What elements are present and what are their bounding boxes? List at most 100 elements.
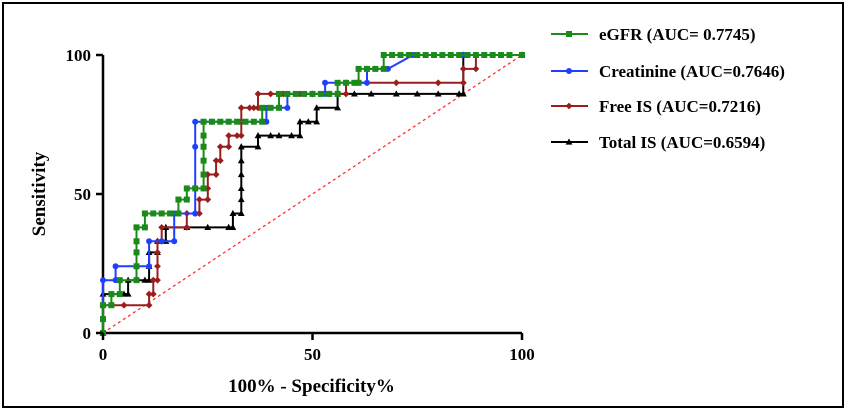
data-point-triangle [351, 90, 358, 97]
data-point-square [192, 185, 199, 192]
data-point-square [108, 291, 115, 298]
data-point-square [100, 302, 106, 309]
data-point-diamond [154, 248, 161, 256]
y-tick-label: 100 [66, 46, 92, 65]
data-point-square [208, 118, 215, 125]
plot-area: 0 50 100 0 50 100 [66, 46, 535, 364]
series-group [100, 52, 525, 336]
data-point-triangle [392, 90, 400, 97]
data-point-square [389, 52, 396, 58]
data-point-square [133, 263, 140, 270]
data-point-square [133, 277, 140, 284]
data-point-triangle [237, 143, 245, 150]
data-point-square [225, 118, 232, 125]
data-point-square [141, 210, 148, 217]
data-point-diamond [472, 65, 480, 73]
data-point-diamond [145, 301, 153, 309]
data-point-circle [322, 79, 329, 86]
data-point-triangle [313, 104, 321, 111]
data-point-triangle [237, 170, 245, 178]
data-point-diamond [149, 276, 157, 284]
data-point-triangle [229, 209, 237, 217]
legend: eGFR (AUC= 0.7745) Creatinine (AUC=0.7646… [551, 25, 785, 152]
data-point-triangle [254, 143, 262, 150]
legend-item: Free IS (AUC=0.7216) [551, 97, 761, 116]
y-tick-label: 0 [83, 324, 92, 343]
data-point-triangle [367, 90, 375, 97]
data-point-square [431, 52, 438, 58]
data-point-circle [146, 263, 153, 270]
data-point-square [301, 90, 308, 97]
data-point-diamond [237, 104, 245, 112]
data-point-square [116, 291, 123, 298]
x-tick-label: 50 [304, 345, 321, 364]
data-point-diamond [250, 104, 258, 112]
data-point-triangle [204, 223, 212, 230]
data-point-square [200, 143, 207, 150]
data-point-square [275, 104, 282, 111]
data-point-diamond [342, 90, 350, 98]
data-point-triangle [254, 132, 262, 139]
data-point-square [326, 90, 333, 97]
data-point-triangle [275, 132, 283, 139]
data-point-square [183, 185, 190, 192]
data-point-square [422, 52, 429, 58]
data-point-square [355, 65, 362, 72]
x-tick-label: 0 [99, 345, 108, 364]
y-tick-label: 50 [74, 185, 91, 204]
data-point-square [100, 316, 106, 323]
data-point-square [334, 90, 341, 97]
data-point-circle [171, 238, 178, 245]
data-point-square [217, 118, 224, 125]
data-point-square [292, 90, 299, 97]
data-point-square [317, 90, 324, 97]
data-point-square [309, 90, 316, 97]
data-point-square [489, 52, 496, 58]
data-point-triangle [413, 90, 421, 97]
data-point-triangle [237, 157, 245, 164]
x-axis-title: 100% - Specificity% [228, 376, 395, 397]
legend-label: Total IS (AUC=0.6594) [599, 133, 765, 152]
data-point-diamond [145, 290, 153, 298]
data-point-square [250, 118, 257, 125]
data-point-diamond [267, 90, 274, 98]
legend-item: eGFR (AUC= 0.7745) [551, 25, 756, 44]
data-point-diamond [149, 290, 157, 298]
data-point-circle [146, 238, 153, 245]
y-axis-title: Sensitivity [29, 151, 50, 236]
data-point-diamond [204, 196, 212, 203]
data-point-triangle [237, 209, 245, 217]
data-point-circle [192, 118, 199, 125]
data-point-square [405, 52, 412, 58]
data-point-square [464, 52, 471, 58]
data-point-circle [112, 263, 119, 270]
data-point-square [175, 196, 182, 203]
data-point-diamond [225, 132, 233, 140]
data-point-diamond [246, 104, 254, 112]
data-point-square [200, 185, 207, 192]
data-point-square [284, 90, 291, 97]
data-point-square [397, 52, 404, 58]
data-point-square [481, 52, 488, 58]
data-point-square [200, 118, 207, 125]
data-point-triangle [565, 138, 573, 145]
data-point-diamond [195, 196, 203, 203]
data-point-square [133, 238, 140, 245]
data-point-square [334, 79, 341, 86]
data-point-square [167, 210, 174, 217]
data-point-square [234, 118, 241, 125]
data-point-triangle [267, 132, 274, 139]
data-point-diamond [225, 143, 233, 151]
data-point-square [363, 65, 370, 72]
data-point-triangle [237, 195, 245, 203]
x-tick-label: 100 [509, 345, 535, 364]
data-point-diamond [237, 132, 245, 140]
data-point-square [133, 224, 140, 231]
legend-label: Free IS (AUC=0.7216) [599, 97, 761, 116]
data-point-square [259, 118, 266, 125]
data-point-square [456, 52, 463, 58]
data-point-diamond [216, 143, 224, 151]
chart-frame [2, 2, 844, 408]
data-point-triangle [145, 276, 153, 283]
